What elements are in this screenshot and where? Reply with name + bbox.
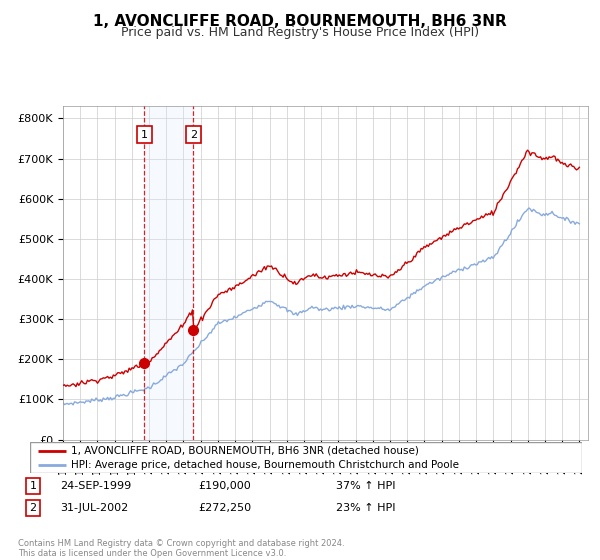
Text: Price paid vs. HM Land Registry's House Price Index (HPI): Price paid vs. HM Land Registry's House … — [121, 26, 479, 39]
Text: 1, AVONCLIFFE ROAD, BOURNEMOUTH, BH6 3NR: 1, AVONCLIFFE ROAD, BOURNEMOUTH, BH6 3NR — [93, 14, 507, 29]
Text: 2: 2 — [29, 503, 37, 513]
Text: 1, AVONCLIFFE ROAD, BOURNEMOUTH, BH6 3NR (detached house): 1, AVONCLIFFE ROAD, BOURNEMOUTH, BH6 3NR… — [71, 446, 419, 456]
Text: 23% ↑ HPI: 23% ↑ HPI — [336, 503, 395, 513]
Text: £272,250: £272,250 — [198, 503, 251, 513]
Text: £190,000: £190,000 — [198, 481, 251, 491]
Text: Contains HM Land Registry data © Crown copyright and database right 2024.
This d: Contains HM Land Registry data © Crown c… — [18, 539, 344, 558]
Text: 24-SEP-1999: 24-SEP-1999 — [60, 481, 131, 491]
Text: 37% ↑ HPI: 37% ↑ HPI — [336, 481, 395, 491]
Bar — [145, 106, 193, 440]
Text: 2: 2 — [190, 129, 197, 139]
Text: 1: 1 — [29, 481, 37, 491]
Text: 31-JUL-2002: 31-JUL-2002 — [60, 503, 128, 513]
Text: 1: 1 — [141, 129, 148, 139]
Text: HPI: Average price, detached house, Bournemouth Christchurch and Poole: HPI: Average price, detached house, Bour… — [71, 460, 460, 470]
